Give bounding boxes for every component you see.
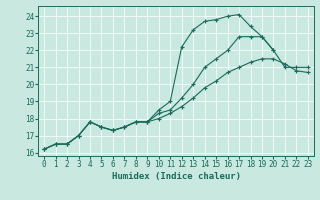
X-axis label: Humidex (Indice chaleur): Humidex (Indice chaleur) [111, 172, 241, 181]
